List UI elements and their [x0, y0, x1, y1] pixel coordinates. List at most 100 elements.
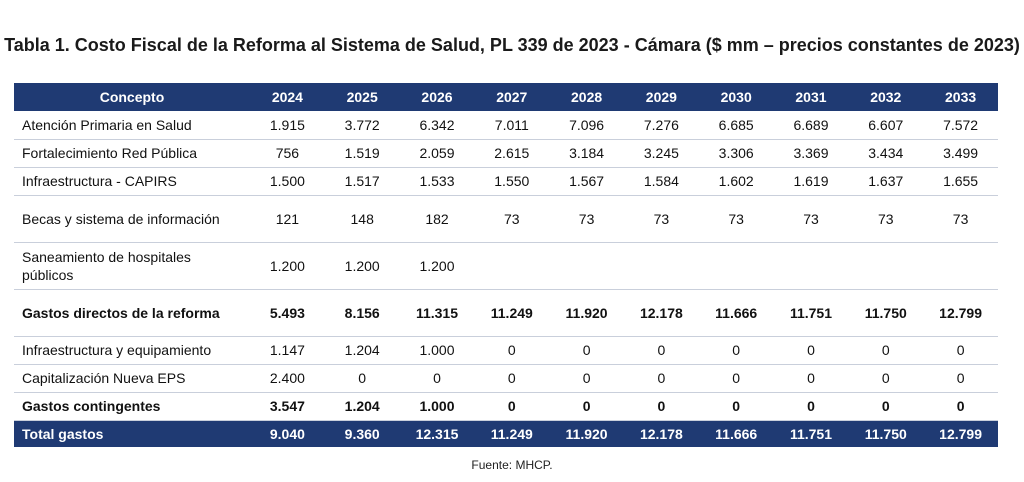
- row-saneamiento-hospitales: Saneamiento de hospitales públicos 1.200 1…: [14, 242, 998, 290]
- row-label: Saneamiento de hospitales públicos: [14, 242, 250, 290]
- cell-value: 1.200: [250, 242, 325, 290]
- cell-value: 12.178: [623, 289, 699, 337]
- header-year: 2029: [645, 89, 677, 105]
- cell-value: 11.249: [490, 425, 533, 442]
- cell-value: 11.249: [474, 289, 550, 337]
- row-label: Capitalización Nueva EPS: [14, 364, 250, 393]
- cell-value: 1.533: [399, 167, 475, 196]
- cell-value: 0: [773, 392, 849, 421]
- cell-value: 0: [923, 336, 998, 365]
- cell-value: [549, 242, 624, 290]
- cell-value: 11.666: [715, 425, 758, 442]
- cell-value: 3.547: [250, 392, 325, 421]
- cell-value: 3.499: [923, 139, 998, 168]
- cell-value: 1.567: [549, 167, 624, 196]
- cell-value: 0: [698, 336, 774, 365]
- row-label: Becas y sistema de información: [14, 195, 250, 243]
- cell-value: 0: [773, 364, 849, 393]
- cell-value: 1.204: [324, 336, 400, 365]
- cell-value: 3.772: [324, 111, 400, 140]
- header-concept: Concepto: [99, 89, 165, 105]
- cell-value: [623, 242, 699, 290]
- cell-value: 1.000: [399, 336, 475, 365]
- cell-value: 182: [399, 195, 475, 243]
- cell-value: 0: [848, 336, 924, 365]
- row-atencion-primaria: Atención Primaria en Salud 1.915 3.772 6.34…: [14, 111, 998, 140]
- cell-value: 0: [848, 392, 924, 421]
- cell-value: 0: [474, 392, 550, 421]
- cell-value: 11.750: [848, 289, 924, 337]
- cell-value: 0: [324, 364, 400, 393]
- header-year: 2024: [271, 89, 303, 105]
- header-year: 2027: [496, 89, 528, 105]
- header-year: 2026: [421, 89, 453, 105]
- cell-value: 2.059: [399, 139, 475, 168]
- cell-value: 3.245: [623, 139, 699, 168]
- header-year: 2028: [571, 89, 603, 105]
- cell-value: 1.204: [324, 392, 400, 421]
- cell-value: 0: [923, 392, 998, 421]
- row-label: Infraestructura y equipamiento: [14, 336, 250, 365]
- cell-value: 756: [250, 139, 325, 168]
- cell-value: 0: [549, 364, 624, 393]
- cell-value: 0: [549, 392, 624, 421]
- cell-value: 12.799: [923, 289, 998, 337]
- cell-value: 6.607: [848, 111, 924, 140]
- cell-value: 0: [923, 364, 998, 393]
- cell-value: 1.637: [848, 167, 924, 196]
- cell-value: 12.799: [939, 425, 982, 442]
- cell-value: 1.619: [773, 167, 849, 196]
- cell-value: 0: [623, 336, 699, 365]
- cell-value: 1.602: [698, 167, 774, 196]
- header-year: 2030: [720, 89, 752, 105]
- row-infraestructura-capirs: Infraestructura - CAPIRS 1.500 1.517 1.533 1…: [14, 167, 998, 196]
- cell-value: 1.200: [399, 242, 475, 290]
- cell-value: 11.751: [789, 425, 832, 442]
- row-label: Gastos contingentes: [14, 392, 250, 421]
- row-label: Infraestructura - CAPIRS: [14, 167, 250, 196]
- cell-value: 7.011: [474, 111, 550, 140]
- cell-value: 11.751: [773, 289, 849, 337]
- cell-value: 3.184: [549, 139, 624, 168]
- cell-value: 73: [549, 195, 624, 243]
- cell-value: 73: [623, 195, 699, 243]
- cell-value: 11.920: [565, 425, 608, 442]
- cell-value: [474, 242, 550, 290]
- cell-value: 11.750: [864, 425, 907, 442]
- row-label: Total gastos: [22, 425, 104, 442]
- cell-value: 6.689: [773, 111, 849, 140]
- cell-value: 73: [773, 195, 849, 243]
- cell-value: 12.315: [415, 425, 459, 442]
- cell-value: 11.920: [549, 289, 624, 337]
- header-year: 2032: [870, 89, 902, 105]
- cell-value: 9.360: [344, 425, 380, 442]
- cell-value: 0: [549, 336, 624, 365]
- row-fortalecimiento-red: Fortalecimiento Red Pública 756 1.519 2.059…: [14, 139, 998, 168]
- cell-value: 148: [324, 195, 400, 243]
- cell-value: 2.615: [474, 139, 550, 168]
- cell-value: 1.655: [923, 167, 998, 196]
- cell-value: 73: [474, 195, 550, 243]
- cell-value: 2.400: [250, 364, 325, 393]
- cell-value: [698, 242, 774, 290]
- cell-value: 11.315: [399, 289, 475, 337]
- cell-value: 73: [848, 195, 924, 243]
- cell-value: 9.040: [269, 425, 305, 442]
- row-gastos-directos: Gastos directos de la reforma 5.493 8.156 1…: [14, 289, 998, 337]
- cell-value: 1.915: [250, 111, 325, 140]
- cell-value: 1.500: [250, 167, 325, 196]
- fiscal-cost-table: Concepto 2024 2025 2026 2027 2028 2029 2…: [14, 83, 998, 447]
- cell-value: 8.156: [324, 289, 400, 337]
- cell-value: 1.519: [324, 139, 400, 168]
- row-infraestructura-equipamiento: Infraestructura y equipamiento 1.147 1.204…: [14, 336, 998, 365]
- row-label: Fortalecimiento Red Pública: [14, 139, 250, 168]
- cell-value: 0: [623, 392, 699, 421]
- cell-value: 1.550: [474, 167, 550, 196]
- cell-value: 3.369: [773, 139, 849, 168]
- cell-value: [923, 242, 998, 290]
- row-becas-sistema: Becas y sistema de información 121 148 182 7…: [14, 195, 998, 243]
- row-gastos-contingentes: Gastos contingentes 3.547 1.204 1.000 0 0 0 0 0 0…: [14, 392, 998, 421]
- header-year: 2025: [346, 89, 378, 105]
- row-label: Atención Primaria en Salud: [14, 111, 250, 140]
- cell-value: 1.147: [250, 336, 325, 365]
